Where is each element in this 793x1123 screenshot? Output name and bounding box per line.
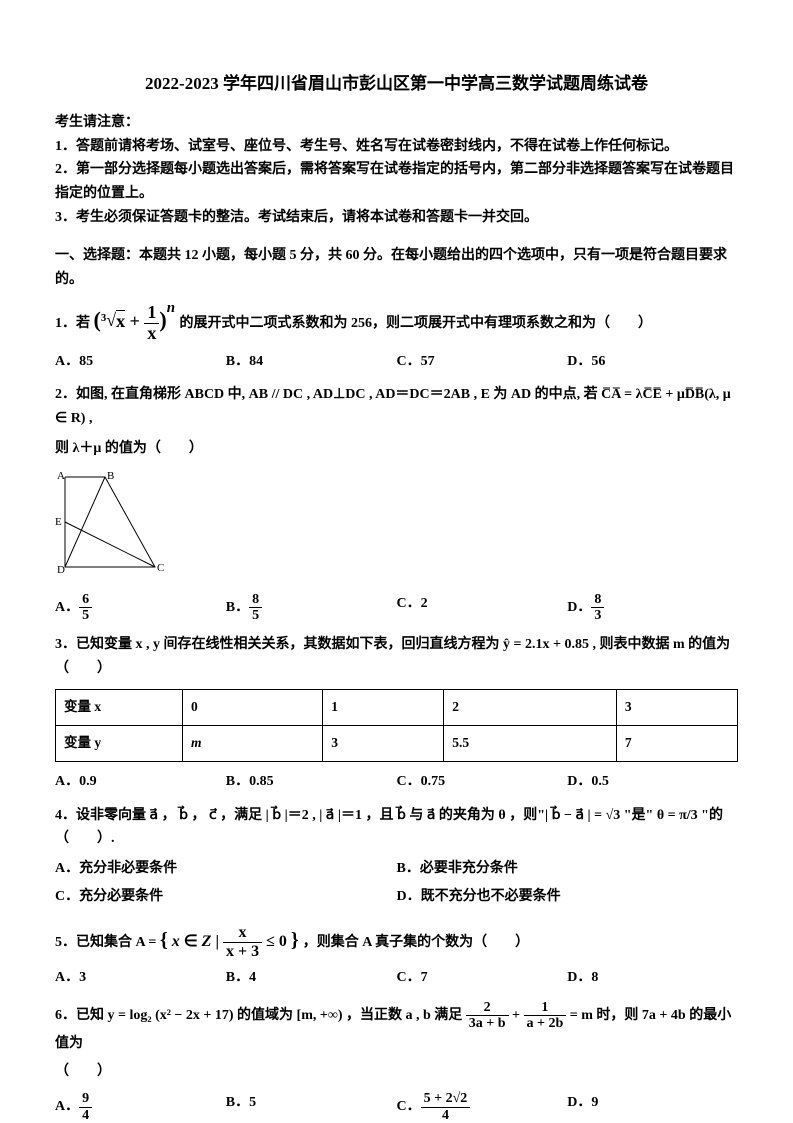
q1-opt-d: D．56	[567, 350, 738, 374]
table-cell: 2	[444, 690, 617, 726]
table-cell: 3	[616, 690, 737, 726]
q6-tail: （ ）	[55, 1060, 738, 1084]
svg-text:D: D	[57, 564, 65, 576]
q6-opt-d: D．9	[567, 1091, 738, 1123]
q6-stem-pre: 6．已知 y = log₂ (x² − 2x + 17) 的值域为 [m, +∞…	[55, 1008, 466, 1023]
q3-stem: 3．已知变量 x , y 间存在线性相关关系，其数据如下表，回归直线方程为 ŷ …	[55, 633, 738, 681]
q2-opt-a: A．65	[55, 592, 226, 624]
q4-stem: 4．设非零向量 a⃗ ， b⃗ ， c⃗ ，满足 | b⃗ |＝2 , | a⃗…	[55, 804, 738, 852]
q1-stem-pre: 1．若	[55, 316, 90, 331]
table-cell: 7	[616, 725, 737, 761]
q3-opt-d: D．0.5	[567, 770, 738, 794]
table-cell: 5.5	[444, 725, 617, 761]
notice-head: 考生请注意：	[55, 111, 738, 135]
q6-opt-b: B．5	[226, 1091, 397, 1123]
q3-opt-a: A．0.9	[55, 770, 226, 794]
q3-table: 变量 x 0 1 2 3 变量 y m 3 5.5 7	[55, 689, 738, 762]
q5-opt-b: B．4	[226, 966, 397, 990]
notice-1: 1．答题前请将考场、试室号、座位号、考生号、姓名写在试卷密封线内，不得在试卷上作…	[55, 135, 738, 159]
q2-opt-b: B．85	[226, 592, 397, 624]
q5-opt-c: C．7	[397, 966, 568, 990]
question-5: 5．已知集合 A = { x ∈ Z | xx + 3 ≤ 0 } ，则集合 A…	[55, 923, 738, 990]
table-cell: m	[183, 725, 323, 761]
table-cell: 3	[323, 725, 444, 761]
q1-opt-a: A．85	[55, 350, 226, 374]
q2-opt-c: C．2	[397, 592, 568, 624]
notice-3: 3．考生必须保证答题卡的整洁。考试结束后，请将本试卷和答题卡一并交回。	[55, 206, 738, 230]
q2-stem2: 则 λ＋μ 的值为（ ）	[55, 437, 738, 461]
q5-stem-pre: 5．已知集合 A =	[55, 935, 160, 950]
q5-stem-post: ，则集合 A 真子集的个数为（ ）	[303, 935, 529, 950]
q2-stem: 2．如图, 在直角梯形 ABCD 中, AB // DC , AD⊥DC , A…	[55, 383, 738, 431]
question-4: 4．设非零向量 a⃗ ， b⃗ ， c⃗ ，满足 | b⃗ |＝2 , | a⃗…	[55, 804, 738, 913]
page-title: 2022-2023 学年四川省眉山市彭山区第一中学高三数学试题周练试卷	[55, 70, 738, 99]
question-3: 3．已知变量 x , y 间存在线性相关关系，其数据如下表，回归直线方程为 ŷ …	[55, 633, 738, 793]
q3-opt-c: C．0.75	[397, 770, 568, 794]
question-1: 1．若 (³√x + 1x)n 的展开式中二项式系数和为 256，则二项展开式中…	[55, 301, 738, 373]
table-header-x: 变量 x	[56, 690, 183, 726]
q6-opt-a: A．94	[55, 1091, 226, 1123]
q5-opt-a: A．3	[55, 966, 226, 990]
section-1-head: 一、选择题：本题共 12 小题，每小题 5 分，共 60 分。在每小题给出的四个…	[55, 244, 738, 292]
table-cell: 0	[183, 690, 323, 726]
question-2: 2．如图, 在直角梯形 ABCD 中, AB // DC , AD⊥DC , A…	[55, 383, 738, 623]
q4-opt-c: C．充分必要条件	[55, 885, 397, 909]
q2-opt-d: D．83	[567, 592, 738, 624]
q5-opt-d: D．8	[567, 966, 738, 990]
q3-opt-b: B．0.85	[226, 770, 397, 794]
q1-stem-post: 的展开式中二项式系数和为 256，则二项展开式中有理项系数之和为（ ）	[180, 316, 653, 331]
q4-opt-d: D．既不充分也不必要条件	[397, 885, 739, 909]
question-6: 6．已知 y = log₂ (x² − 2x + 17) 的值域为 [m, +∞…	[55, 1000, 738, 1123]
svg-text:E: E	[55, 516, 62, 528]
table-header-y: 变量 y	[56, 725, 183, 761]
q1-opt-b: B．84	[226, 350, 397, 374]
trapezoid-diagram: A B C D E	[55, 467, 738, 586]
q4-opt-b: B．必要非充分条件	[397, 857, 739, 881]
q4-opt-a: A．充分非必要条件	[55, 857, 397, 881]
q1-opt-c: C．57	[397, 350, 568, 374]
notice-2: 2．第一部分选择题每小题选出答案后，需将答案写在试卷指定的括号内，第二部分非选择…	[55, 158, 738, 206]
table-cell: 1	[323, 690, 444, 726]
svg-text:B: B	[107, 470, 114, 482]
svg-text:C: C	[157, 562, 164, 574]
q6-opt-c: C．5 + 2√24	[397, 1091, 568, 1123]
svg-text:A: A	[57, 470, 65, 482]
